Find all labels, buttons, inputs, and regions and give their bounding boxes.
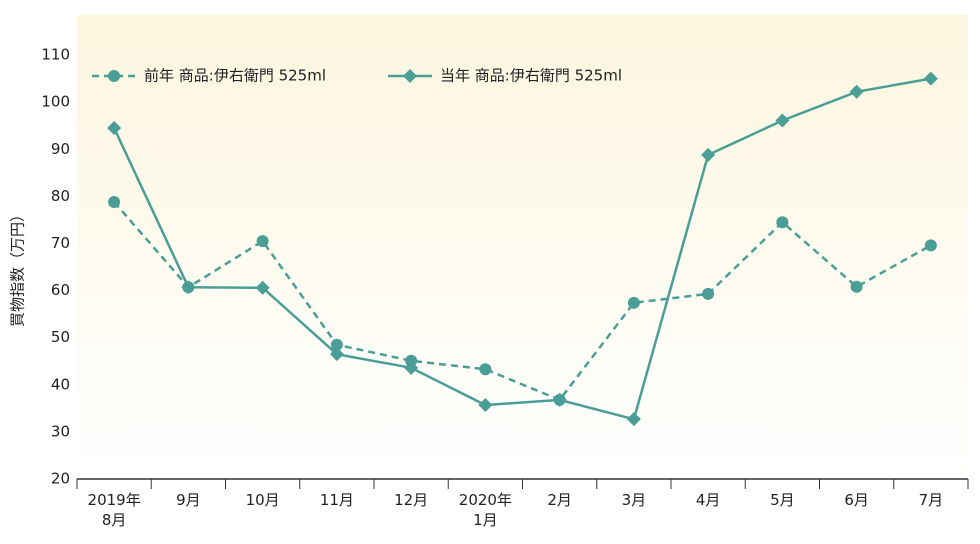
data-point [775,113,790,128]
x-tick-label: 2020年 1月 [458,491,512,529]
legend-marker [403,69,417,83]
y-tick-label: 90 [51,140,70,158]
x-tick-label: 11月 [319,491,354,509]
series-line [112,77,932,421]
legend-label: 前年 商品:伊右衛門 525ml [144,67,326,85]
data-point [107,121,122,136]
x-tick-label: 2019年 8月 [87,491,141,529]
data-point [181,280,196,295]
x-tick-label: 10月 [245,491,280,509]
data-point [552,392,567,407]
data-point [627,296,640,309]
data-point [626,412,641,427]
y-tick-label: 100 [41,93,70,111]
plot-background [77,15,968,479]
y-tick-label: 110 [41,46,70,64]
legend-marker [108,70,120,82]
y-tick-label: 20 [51,470,70,488]
data-point [330,338,343,351]
x-tick-label: 2月 [547,491,572,509]
y-axis-title: 買物指数（万円） [9,207,27,327]
x-tick-label: 4月 [695,491,721,509]
x-tick-label: 7月 [918,491,944,509]
data-point [702,287,715,300]
data-point [329,347,344,362]
data-point [108,196,121,209]
data-point [701,147,716,162]
x-tick-label: 3月 [621,491,647,509]
data-point [404,360,419,375]
x-tick-label: 6月 [844,491,869,509]
data-point [776,216,789,229]
y-tick-label: 30 [51,422,70,440]
data-point [405,354,418,367]
y-tick-label: 70 [51,234,70,252]
data-point [923,71,938,86]
data-point [849,84,864,99]
data-point [479,363,492,376]
data-point [255,280,270,295]
data-point [478,398,493,413]
data-point [924,239,937,252]
y-tick-label: 50 [51,328,70,346]
y-tick-label: 80 [51,187,70,205]
series-line [113,201,932,402]
x-tick-label: 12月 [394,491,429,509]
legend-label: 当年 商品:伊右衛門 525ml [440,67,622,85]
y-tick-label: 60 [51,281,70,299]
data-point [256,235,269,248]
x-tick-label: 5月 [770,491,795,509]
x-tick-label: 9月 [176,491,201,509]
y-tick-label: 40 [51,375,70,393]
data-point [850,280,863,293]
